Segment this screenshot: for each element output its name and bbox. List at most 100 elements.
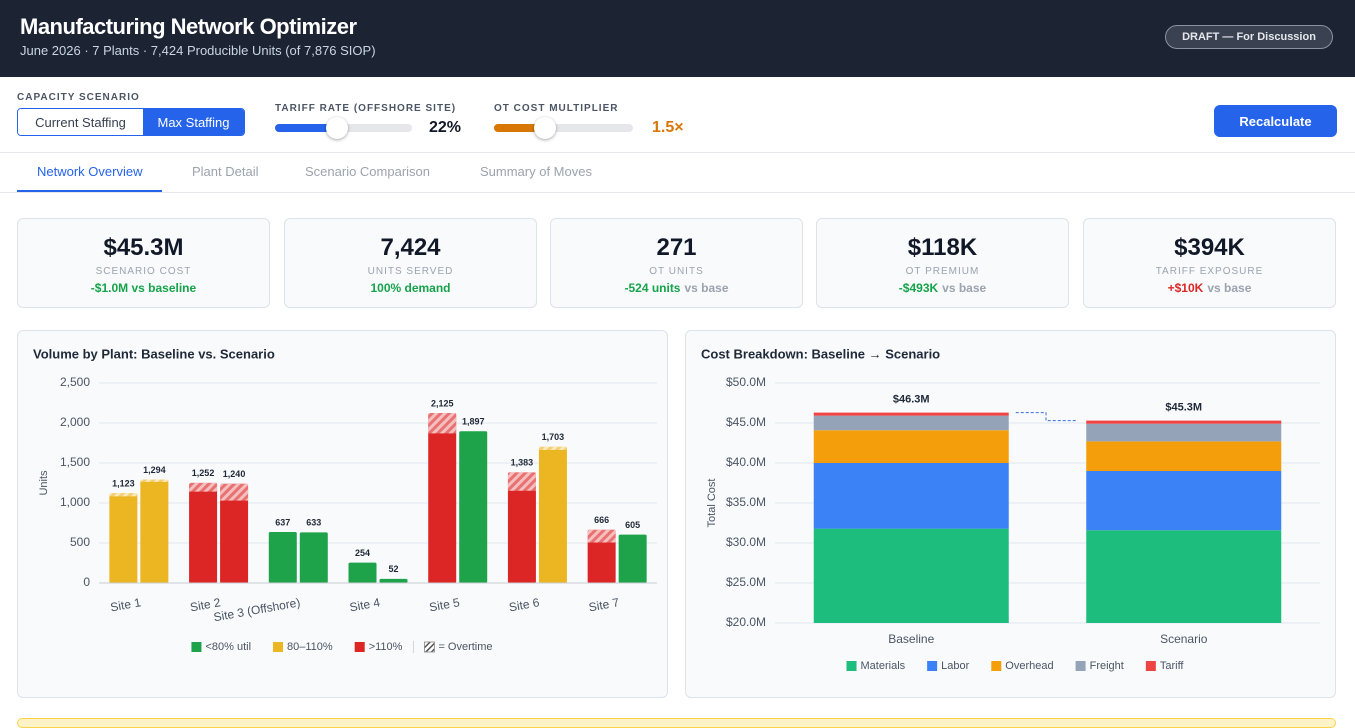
- control-label: TARIFF RATE (OFFSHORE SITE): [275, 103, 457, 114]
- kpi-note: vs base: [942, 281, 987, 295]
- kpi-card: 7,424 UNITS SERVED 100% demand: [284, 218, 537, 308]
- slider-value: 22%: [429, 119, 462, 136]
- overtime-segment: [109, 493, 138, 497]
- slider-value: 1.5×: [652, 119, 684, 136]
- overtime-segment: [538, 446, 567, 450]
- value-label: 1,252: [192, 468, 215, 478]
- chart: Cost Breakdown: Baseline → Scenario $20.0…: [701, 346, 1320, 672]
- bar: [348, 562, 377, 583]
- segment-button[interactable]: Current Staffing: [18, 109, 143, 135]
- tab-bar: Network Overview Plant Detail Scenario C…: [0, 152, 1355, 193]
- value-label: 637: [275, 517, 290, 527]
- overtime-segment: [507, 472, 536, 491]
- y-tick-label: $50.0M: [726, 375, 766, 389]
- kpi-value: $45.3M: [103, 234, 184, 261]
- x-tick-label: Site 4: [348, 595, 381, 614]
- bar: [299, 532, 328, 583]
- bar-segment: [813, 430, 1009, 463]
- x-tick-label: Site 2: [189, 595, 222, 614]
- bar-segment: [813, 415, 1009, 431]
- segment-button[interactable]: Max Staffing: [143, 109, 244, 135]
- kpi-delta: -$493K: [898, 281, 939, 295]
- kpi-card: $45.3M SCENARIO COST -$1.0M vs baseline: [17, 218, 270, 308]
- y-axis-label: Total Cost: [706, 479, 718, 528]
- overtime-segment: [587, 529, 616, 543]
- bar-segment: [813, 412, 1009, 416]
- legend-swatch: [846, 661, 857, 671]
- x-tick-label: Site 7: [588, 595, 621, 614]
- legend-swatch: [191, 642, 202, 652]
- legend-label: Labor: [941, 660, 969, 672]
- overtime-segment: [428, 413, 457, 434]
- y-tick-label: $30.0M: [726, 535, 766, 549]
- control-label: OT COST MULTIPLIER: [494, 103, 619, 114]
- legend-swatch: [354, 642, 365, 652]
- bar: [189, 482, 218, 583]
- chart-panel: Volume by Plant: Baseline vs. Scenario 0 5…: [17, 330, 668, 698]
- y-axis-label: Units: [38, 470, 50, 496]
- kpi-label: TARIFF EXPOSURE: [1155, 266, 1264, 277]
- y-tick-label: $20.0M: [726, 615, 766, 629]
- slider-knob[interactable]: [534, 117, 556, 139]
- tab[interactable]: Network Overview: [17, 153, 163, 192]
- legend-swatch: [424, 641, 435, 653]
- tab[interactable]: Summary of Moves: [480, 164, 592, 179]
- value-label: 1,294: [143, 465, 166, 475]
- chart-panel: Cost Breakdown: Baseline → Scenario $20.0…: [685, 330, 1336, 698]
- y-tick-label: $40.0M: [726, 455, 766, 469]
- bar: [140, 479, 169, 583]
- kpi-label: OT PREMIUM: [905, 266, 980, 277]
- value-label: 1,897: [462, 417, 485, 427]
- app-subtitle: June 2026 · 7 Plants · 7,424 Producible …: [20, 43, 376, 58]
- status-badge: DRAFT — For Discussion: [1165, 25, 1333, 49]
- kpi-note: vs base: [1207, 281, 1252, 295]
- x-tick-label: Site 3 (Offshore): [212, 595, 301, 624]
- y-tick-label: $25.0M: [726, 575, 766, 589]
- slider-fill: [494, 124, 545, 132]
- kpi-delta-row: +$10K vs base: [1084, 281, 1335, 295]
- tab[interactable]: Scenario Comparison: [305, 164, 431, 179]
- value-label: 2,125: [431, 398, 454, 408]
- overtime-segment: [189, 482, 218, 492]
- kpi-label: OT UNITS: [649, 266, 704, 277]
- value-label: 633: [306, 518, 321, 528]
- value-label: 605: [625, 520, 640, 530]
- legend-swatch: [927, 661, 938, 671]
- kpi-delta-row: 100% demand: [285, 281, 536, 295]
- tab[interactable]: Plant Detail: [192, 164, 259, 179]
- chart-title: Volume by Plant: Baseline vs. Scenario: [33, 346, 275, 361]
- bar: [268, 532, 297, 583]
- value-label: 1,383: [511, 458, 534, 468]
- bar: [618, 534, 647, 583]
- kpi-value: $118K: [907, 234, 978, 261]
- x-tick-label: Site 6: [508, 595, 541, 614]
- bar-segment: [1086, 420, 1282, 424]
- x-tick-label: Baseline: [888, 632, 934, 646]
- kpi-delta-row: -524 units vs base: [551, 281, 802, 295]
- recalculate-button[interactable]: Recalculate: [1214, 105, 1337, 137]
- bar-segment: [1086, 441, 1282, 471]
- overtime-segment: [140, 479, 169, 482]
- bar: [428, 413, 457, 583]
- bar-segment: [1086, 530, 1282, 623]
- bar-segment: [1086, 471, 1282, 531]
- app-title: Manufacturing Network Optimizer: [20, 14, 357, 39]
- notice-banner: [17, 718, 1336, 728]
- slider-knob[interactable]: [326, 117, 348, 139]
- slider[interactable]: [494, 117, 633, 139]
- bar-segment: [813, 463, 1009, 529]
- slider[interactable]: [275, 117, 412, 139]
- total-label: $46.3M: [893, 394, 930, 406]
- kpi-label: UNITS SERVED: [367, 266, 454, 277]
- legend-swatch: [273, 642, 284, 652]
- legend-label: Tariff: [1160, 660, 1185, 672]
- y-tick-label: 0: [83, 575, 90, 589]
- kpi-delta: 100% demand: [370, 281, 451, 295]
- y-tick-label: $35.0M: [726, 495, 766, 509]
- value-label: 1,703: [542, 432, 565, 442]
- kpi-delta: +$10K: [1167, 281, 1204, 295]
- value-label: 1,240: [223, 469, 246, 479]
- kpi-card: $118K OT PREMIUM -$493K vs base: [816, 218, 1069, 308]
- kpi-value: 7,424: [380, 234, 441, 261]
